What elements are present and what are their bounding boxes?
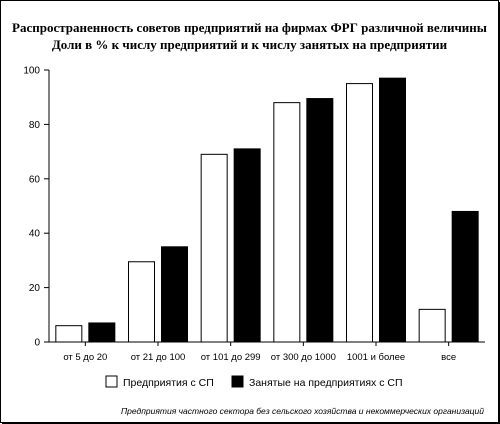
chart-subtitle: Доли в % к числу предприятий и к числу з…: [51, 37, 448, 52]
bar-enterprises: [418, 308, 446, 343]
bar-employees: [161, 246, 188, 343]
chart-title-block: Распространенность советов предприятий н…: [1, 19, 498, 53]
bar-employees: [451, 210, 479, 343]
legend-label-enterprises: Предприятия с СП: [123, 377, 214, 389]
bar-enterprises: [346, 83, 373, 343]
x-category-label: от 21 до 100: [131, 352, 186, 363]
x-category-label: от 5 до 20: [63, 352, 107, 363]
bar-employees: [306, 98, 334, 343]
bar-enterprises: [200, 153, 228, 343]
bar-employees: [88, 322, 116, 343]
bars: [55, 77, 479, 343]
bar-enterprises: [273, 102, 301, 343]
y-tick-label: 80: [29, 120, 41, 131]
bar-enterprises: [55, 325, 83, 343]
y-tick-label: 60: [29, 174, 41, 185]
y-tick-label: 0: [34, 338, 40, 349]
y-tick-label: 40: [29, 229, 41, 240]
category-labels: от 5 до 20 от 21 до 100 от 101 до 299 от 30…: [63, 352, 456, 363]
x-category-label: от 101 до 299: [201, 352, 261, 363]
footnote: Предприятия частного сектора без сельско…: [121, 406, 484, 416]
x-category-label: все: [441, 352, 456, 363]
legend-label-employees: Занятые на предприятиях с СП: [249, 377, 403, 389]
chart-title: Распространенность советов предприятий н…: [12, 20, 487, 35]
legend-swatch-employees: [231, 375, 244, 388]
legend: Предприятия с СП Занятые на предприятиях …: [105, 375, 403, 389]
y-tick-label: 100: [23, 66, 40, 77]
legend-swatch-enterprises: [105, 375, 118, 388]
bar-enterprises: [128, 261, 155, 343]
y-tick-label: 20: [29, 283, 41, 294]
x-category-label: 1001 и более: [347, 352, 405, 363]
bar-employees: [379, 77, 406, 343]
axes: 0 20 40 60 80 100: [23, 66, 485, 349]
bar-employees: [233, 148, 261, 343]
x-category-label: от 300 до 1000: [271, 352, 336, 363]
